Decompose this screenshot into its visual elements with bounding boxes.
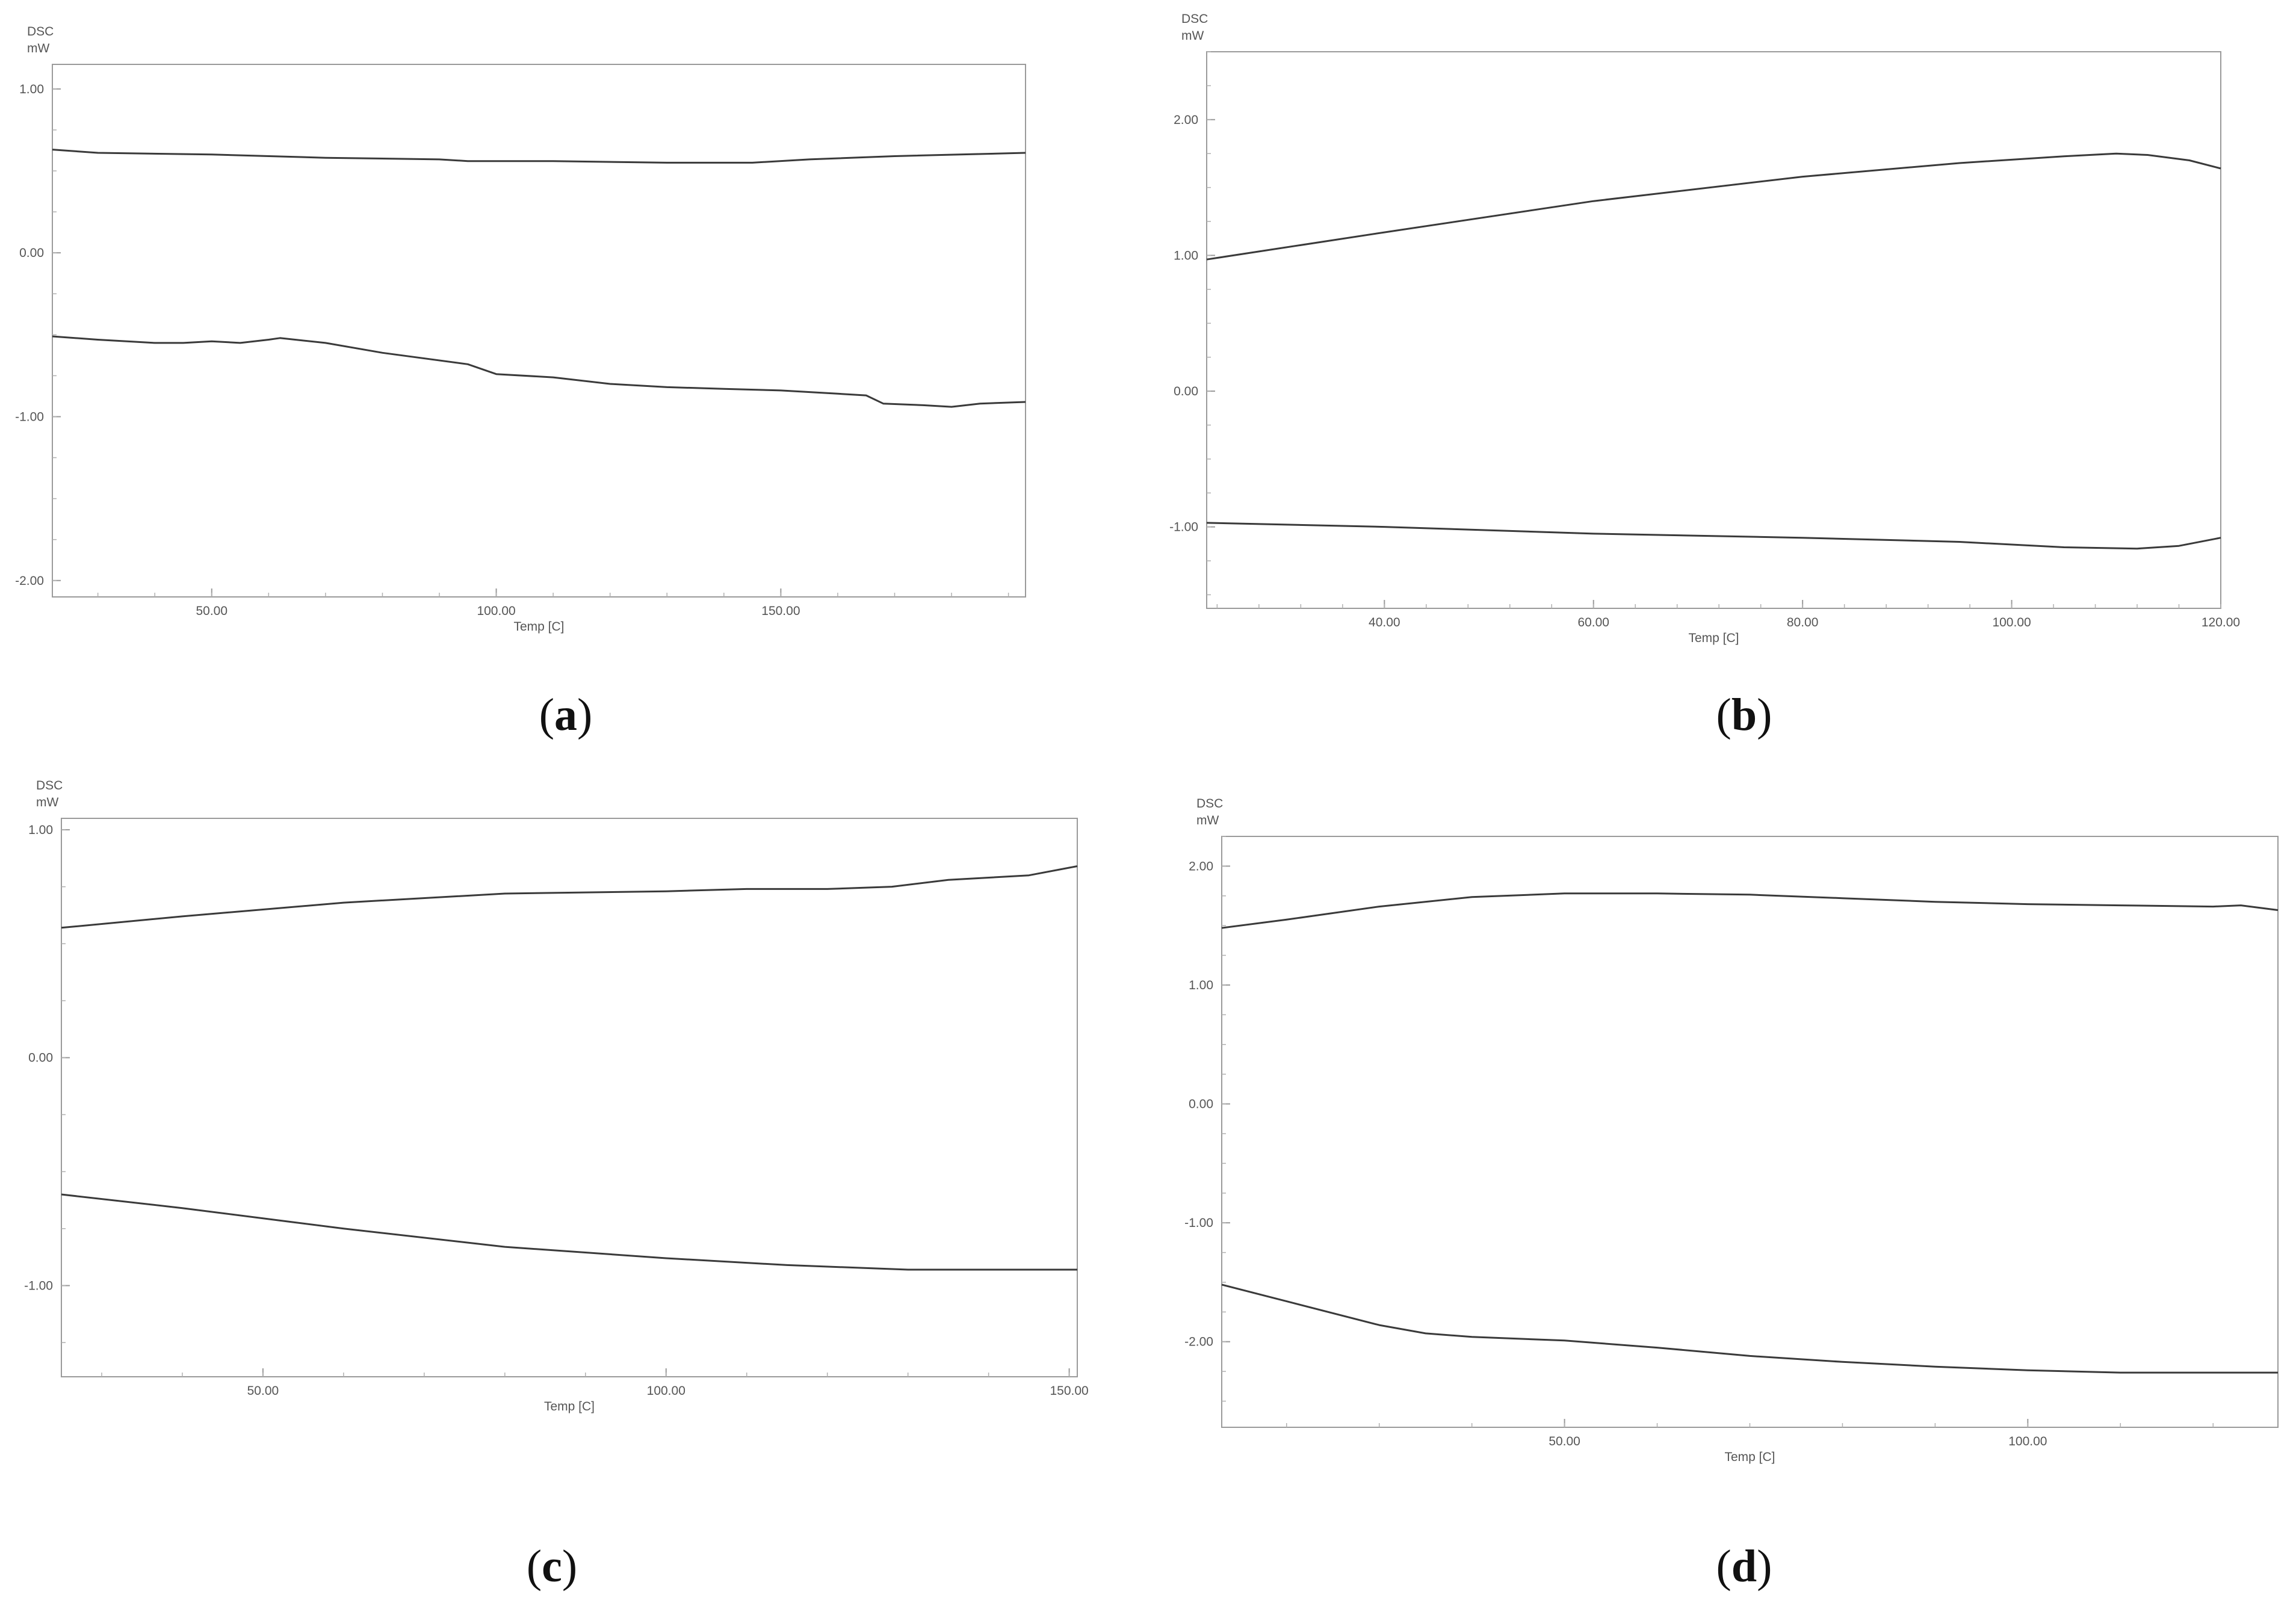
x-tick-label: 50.00 [1549,1435,1580,1448]
y-axis-unit: mW [27,42,49,55]
plot-frame [61,818,1078,1377]
y-tick-label: 0.00 [1174,385,1198,398]
x-tick-label: 150.00 [1050,1384,1088,1398]
x-tick-label: 60.00 [1577,616,1609,629]
y-axis-unit: mW [1181,29,1204,43]
y-tick-label: 2.00 [1189,859,1213,873]
caption-b-letter: b [1731,690,1757,740]
series-line-2 [52,335,1026,408]
y-tick-label: 2.00 [1174,113,1198,127]
caption-c: (c) [526,1541,578,1592]
caption-c-letter: c [542,1541,562,1592]
series-line-1 [61,865,1078,929]
x-axis-title: Temp [C] [544,1400,595,1413]
series-line-2 [1206,522,2221,550]
x-axis-title: Temp [C] [1724,1450,1775,1464]
y-tick-label: -2.00 [15,574,44,588]
y-tick-label: 1.00 [1189,978,1213,992]
series-line-2 [1221,1283,2278,1374]
y-tick-label: 0.00 [28,1051,53,1065]
caption-a: (a) [539,690,593,740]
series-line-1 [1221,892,2279,929]
plot-frame [52,64,1026,598]
x-axis-title: Temp [C] [513,620,564,634]
y-tick-label: -1.00 [1169,520,1198,534]
y-axis-title: DSC [27,25,54,39]
y-tick-label: -2.00 [1184,1335,1213,1349]
x-tick-label: 120.00 [2202,616,2240,629]
plot-frame [1206,51,2221,609]
y-tick-label: 0.00 [1189,1098,1213,1111]
x-tick-label: 80.00 [1787,616,1819,629]
y-tick-label: -1.00 [15,410,44,424]
caption-d-letter: d [1731,1541,1757,1592]
series-line-2 [61,1193,1077,1271]
y-tick-label: 1.00 [1174,249,1198,262]
y-axis-title: DSC [1196,797,1223,811]
x-tick-label: 100.00 [2008,1435,2047,1448]
y-tick-label: -1.00 [1184,1216,1213,1230]
y-axis-unit: mW [1196,814,1219,827]
y-tick-label: 1.00 [28,823,53,837]
plot-frame [1221,836,2279,1428]
y-axis-title: DSC [1181,12,1208,26]
caption-b: (b) [1716,690,1772,740]
x-tick-label: 50.00 [196,604,227,618]
x-tick-label: 150.00 [761,604,800,618]
series-line-1 [52,149,1026,164]
y-axis-unit: mW [36,795,58,809]
x-tick-label: 40.00 [1369,616,1400,629]
series-line-1 [1206,152,2221,261]
x-axis-title: Temp [C] [1688,631,1739,645]
y-tick-label: 0.00 [19,246,44,260]
x-tick-label: 100.00 [477,604,515,618]
x-tick-label: 50.00 [247,1384,279,1398]
y-tick-label: 1.00 [19,82,44,96]
x-tick-label: 100.00 [647,1384,685,1398]
caption-a-letter: a [554,690,577,740]
y-axis-title: DSC [36,779,63,792]
caption-d: (d) [1716,1541,1772,1592]
x-tick-label: 100.00 [1992,616,2031,629]
y-tick-label: -1.00 [24,1279,53,1293]
